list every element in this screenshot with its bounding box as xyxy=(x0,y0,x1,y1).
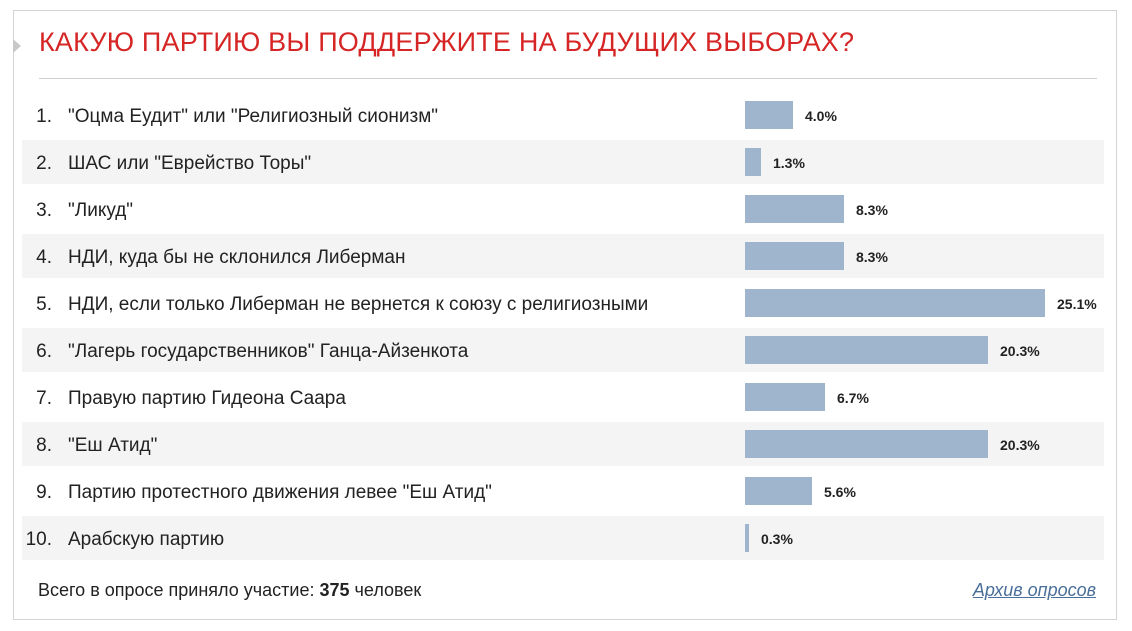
option-percent: 8.3% xyxy=(856,249,888,265)
poll-option-row: 5. НДИ, если только Либерман не вернется … xyxy=(22,281,1104,325)
option-percent: 20.3% xyxy=(1000,343,1040,359)
poll-option-row: 8. "Еш Атид" 20.3% xyxy=(22,422,1104,466)
option-number: 4. xyxy=(36,247,52,268)
poll-widget: КАКУЮ ПАРТИЮ ВЫ ПОДДЕРЖИТЕ НА БУДУЩИХ ВЫ… xyxy=(13,10,1117,620)
archive-link[interactable]: Архив опросов xyxy=(972,580,1096,600)
poll-option-row: 7. Правую партию Гидеона Саара 6.7% xyxy=(22,375,1104,419)
option-result-bar xyxy=(745,289,1045,317)
option-result-bar xyxy=(745,242,844,270)
poll-option-row: 3. "Ликуд" 8.3% xyxy=(22,187,1104,231)
option-label: Правую партию Гидеона Саара xyxy=(68,388,346,409)
option-result-bar xyxy=(745,148,761,176)
title-divider xyxy=(39,78,1097,79)
option-result-bar xyxy=(745,101,793,129)
option-label: НДИ, куда бы не склонился Либерман xyxy=(68,247,406,268)
participants-suffix: человек xyxy=(354,580,422,600)
option-percent: 25.1% xyxy=(1057,296,1097,312)
arrow-marker-icon xyxy=(13,39,21,53)
option-percent: 6.7% xyxy=(837,390,869,406)
option-number: 7. xyxy=(36,388,52,409)
poll-options-list: 1. "Оцма Еудит" или "Религиозный сионизм"… xyxy=(22,93,1104,563)
option-number: 6. xyxy=(36,341,52,362)
option-result-bar xyxy=(745,336,988,364)
option-label: "Оцма Еудит" или "Религиозный сионизм" xyxy=(68,106,439,127)
participants-summary: Всего в опросе приняло участие: 375 чело… xyxy=(38,580,421,601)
option-result-bar xyxy=(745,195,844,223)
poll-option-row: 1. "Оцма Еудит" или "Религиозный сионизм"… xyxy=(22,93,1104,137)
option-number: 5. xyxy=(36,294,52,315)
option-result-bar xyxy=(745,524,749,552)
option-label: Арабскую партию xyxy=(68,529,225,550)
option-label: Партию протестного движения левее "Еш Ат… xyxy=(68,482,492,503)
option-percent: 5.6% xyxy=(824,484,856,500)
poll-option-row: 6. "Лагерь государственников" Ганца-Айзен… xyxy=(22,328,1104,372)
participants-prefix: Всего в опросе приняло участие: xyxy=(38,580,315,600)
option-result-bar xyxy=(745,477,812,505)
poll-option-row: 9. Партию протестного движения левее "Еш … xyxy=(22,469,1104,513)
poll-option-row: 4. НДИ, куда бы не склонился Либерман 8.3% xyxy=(22,234,1104,278)
option-percent: 4.0% xyxy=(805,108,837,124)
option-number: 1. xyxy=(36,106,52,127)
option-number: 8. xyxy=(36,435,52,456)
option-result-bar xyxy=(745,430,988,458)
option-number: 10. xyxy=(25,529,52,550)
option-label: "Лагерь государственников" Ганца-Айзенко… xyxy=(68,341,469,362)
option-percent: 0.3% xyxy=(761,531,793,547)
option-label: ШАС или "Еврейство Торы" xyxy=(68,153,312,174)
option-percent: 8.3% xyxy=(856,202,888,218)
option-percent: 1.3% xyxy=(773,155,805,171)
option-label: "Еш Атид" xyxy=(68,435,158,456)
option-number: 9. xyxy=(36,482,52,503)
participants-count: 375 xyxy=(319,580,350,600)
option-number: 2. xyxy=(36,153,52,174)
option-percent: 20.3% xyxy=(1000,437,1040,453)
poll-option-row: 10. Арабскую партию 0.3% xyxy=(22,516,1104,560)
option-result-bar xyxy=(745,383,825,411)
option-number: 3. xyxy=(36,200,52,221)
poll-title: КАКУЮ ПАРТИЮ ВЫ ПОДДЕРЖИТЕ НА БУДУЩИХ ВЫ… xyxy=(39,27,855,57)
option-label: "Ликуд" xyxy=(68,200,134,221)
option-label: НДИ, если только Либерман не вернется к … xyxy=(68,294,649,315)
poll-option-row: 2. ШАС или "Еврейство Торы" 1.3% xyxy=(22,140,1104,184)
